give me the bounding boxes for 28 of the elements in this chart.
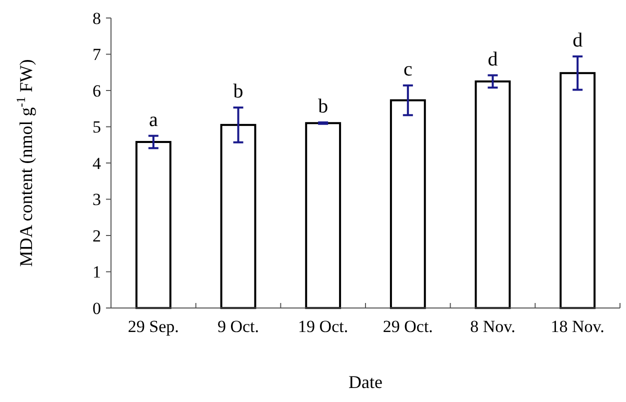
- y-tick-label: 3: [92, 190, 101, 210]
- x-tick-label: 18 Nov.: [550, 317, 604, 336]
- y-tick-label: 6: [92, 81, 101, 100]
- bar: [135, 140, 172, 309]
- x-tick-label: 29 Sep.: [128, 317, 179, 336]
- bar: [390, 99, 426, 309]
- bar: [305, 122, 342, 309]
- x-tick-label: 9 Oct.: [217, 317, 260, 336]
- y-tick-label: 5: [92, 118, 101, 137]
- x-tick-label: 29 Oct.: [382, 317, 433, 336]
- y-tick-label: 2: [92, 226, 101, 246]
- y-tick-label: 4: [92, 154, 102, 173]
- annotation: d: [488, 48, 498, 70]
- annotation: b: [318, 95, 328, 118]
- y-tick-label: 7: [92, 45, 102, 64]
- bar: [220, 124, 256, 309]
- y-tick-label: 1: [92, 262, 101, 282]
- annotation: a: [148, 108, 158, 131]
- bar: [474, 80, 511, 309]
- annotation: c: [403, 58, 412, 80]
- annotation: b: [233, 80, 244, 103]
- bar: [560, 72, 596, 309]
- x-axis-title: Date: [348, 372, 382, 392]
- x-tick-label: 19 Oct.: [298, 317, 348, 336]
- annotation: d: [572, 29, 583, 52]
- y-tick-label: 0: [92, 298, 101, 318]
- y-tick-label: 8: [92, 8, 101, 28]
- x-tick-label: 8 Nov.: [470, 317, 516, 336]
